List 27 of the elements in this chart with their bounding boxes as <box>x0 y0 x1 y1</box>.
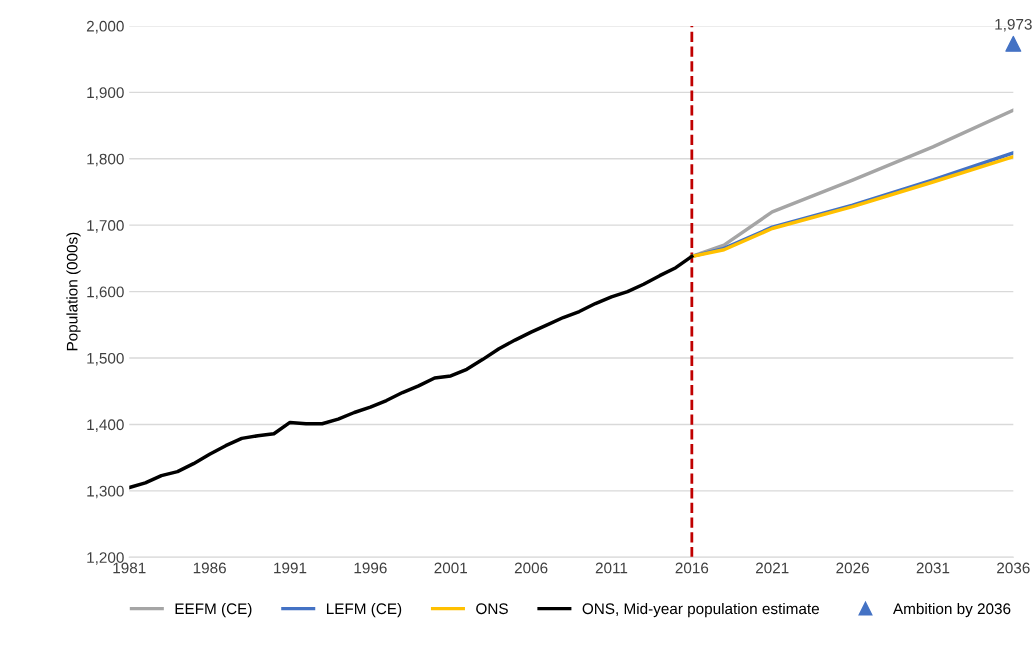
y-tick-label: 2,000 <box>86 20 124 34</box>
x-tick-label: 2016 <box>675 562 709 574</box>
x-tick-label: 2031 <box>916 562 950 574</box>
x-tick-label: 2011 <box>595 562 628 574</box>
data-label: 1,973 <box>995 18 1032 32</box>
line-series <box>129 254 694 490</box>
y-tick-label: 1,400 <box>87 419 124 432</box>
x-tick-label: 2036 <box>997 562 1030 574</box>
x-tick-label: 1991 <box>274 562 307 574</box>
legend-label: EEFM (CE) <box>175 602 252 618</box>
y-tick-label: 1,300 <box>87 485 124 499</box>
y-tick-label: 1,800 <box>87 153 124 167</box>
y-tick-label: 1,900 <box>87 87 124 100</box>
x-tick-label: 2001 <box>434 562 467 574</box>
y-tick-label: 1,600 <box>87 286 124 300</box>
legend-label: ONS, Mid-year population estimate <box>582 602 819 618</box>
x-tick-label: 2006 <box>514 562 548 574</box>
legend-label: Ambition by 2036 <box>893 602 1011 618</box>
x-tick-label: 2021 <box>755 562 789 574</box>
x-tick-label: 1996 <box>354 562 387 574</box>
y-axis-title: Population (000s) <box>66 232 81 351</box>
x-tick-label: 2026 <box>836 562 869 574</box>
legend-label: LEFM (CE) <box>326 602 402 618</box>
y-tick-label: 1,700 <box>87 220 124 233</box>
legend-label: ONS <box>476 603 508 615</box>
y-tick-label: 1,500 <box>87 352 124 366</box>
x-tick-label: 1986 <box>193 562 226 574</box>
